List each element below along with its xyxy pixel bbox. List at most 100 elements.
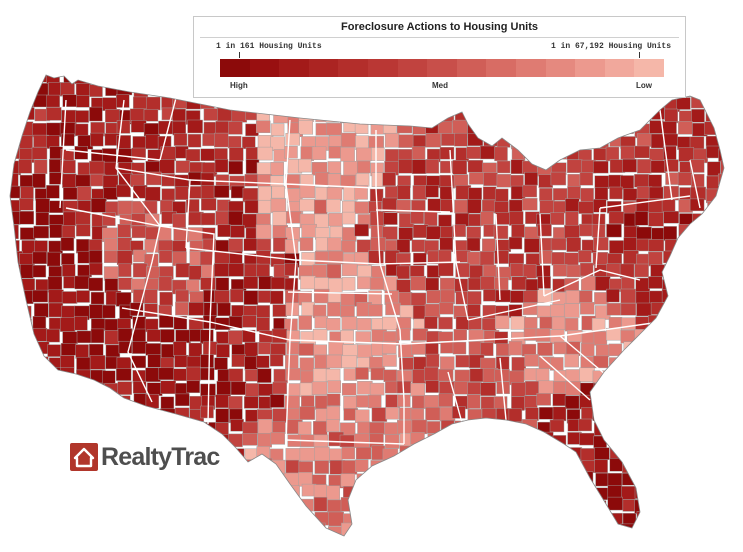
county-cell[interactable] <box>62 539 76 552</box>
county-cell[interactable] <box>665 408 681 423</box>
county-cell[interactable] <box>412 134 427 148</box>
county-cell[interactable] <box>284 277 299 292</box>
county-cell[interactable] <box>593 382 610 396</box>
county-cell[interactable] <box>707 200 721 215</box>
county-cell[interactable] <box>245 146 260 162</box>
county-cell[interactable] <box>160 329 175 343</box>
county-cell[interactable] <box>172 108 186 122</box>
county-cell[interactable] <box>231 523 247 537</box>
county-cell[interactable] <box>90 291 105 305</box>
county-cell[interactable] <box>622 393 637 407</box>
county-cell[interactable] <box>704 367 720 381</box>
county-cell[interactable] <box>355 446 372 460</box>
county-cell[interactable] <box>396 239 411 253</box>
county-cell[interactable] <box>147 537 161 549</box>
county-cell[interactable] <box>258 497 273 511</box>
county-cell[interactable] <box>565 106 579 120</box>
county-cell[interactable] <box>522 107 538 122</box>
county-cell[interactable] <box>522 198 538 211</box>
county-cell[interactable] <box>271 486 285 501</box>
county-cell[interactable] <box>468 513 484 527</box>
county-cell[interactable] <box>214 263 230 277</box>
county-cell[interactable] <box>61 253 75 266</box>
county-cell[interactable] <box>257 470 273 485</box>
county-cell[interactable] <box>621 486 636 500</box>
county-cell[interactable] <box>552 291 567 306</box>
county-cell[interactable] <box>539 200 556 214</box>
county-cell[interactable] <box>524 171 538 186</box>
county-cell[interactable] <box>46 367 61 382</box>
county-cell[interactable] <box>357 512 371 526</box>
county-cell[interactable] <box>606 421 623 437</box>
county-cell[interactable] <box>355 135 369 150</box>
county-cell[interactable] <box>228 368 244 383</box>
county-cell[interactable] <box>384 459 398 474</box>
county-cell[interactable] <box>693 279 708 295</box>
county-cell[interactable] <box>255 120 271 134</box>
county-cell[interactable] <box>341 277 356 291</box>
county-cell[interactable] <box>706 328 723 341</box>
county-cell[interactable] <box>62 331 78 344</box>
county-cell[interactable] <box>341 460 358 475</box>
county-cell[interactable] <box>413 523 427 536</box>
county-cell[interactable] <box>424 303 441 319</box>
county-cell[interactable] <box>200 212 216 226</box>
county-cell[interactable] <box>50 539 64 552</box>
county-cell[interactable] <box>605 146 620 162</box>
county-cell[interactable] <box>132 328 146 344</box>
county-cell[interactable] <box>186 380 200 394</box>
county-cell[interactable] <box>440 340 454 354</box>
county-cell[interactable] <box>689 448 705 462</box>
county-cell[interactable] <box>158 250 173 263</box>
county-cell[interactable] <box>188 342 203 358</box>
county-cell[interactable] <box>215 120 229 134</box>
county-cell[interactable] <box>396 370 413 383</box>
county-cell[interactable] <box>538 407 554 420</box>
county-cell[interactable] <box>719 68 735 83</box>
county-cell[interactable] <box>691 342 705 358</box>
county-cell[interactable] <box>297 421 312 437</box>
county-cell[interactable] <box>244 355 258 371</box>
county-cell[interactable] <box>203 108 220 121</box>
county-cell[interactable] <box>620 145 635 160</box>
county-cell[interactable] <box>508 340 523 356</box>
county-cell[interactable] <box>158 367 175 381</box>
county-cell[interactable] <box>314 171 330 187</box>
county-cell[interactable] <box>705 237 721 250</box>
county-cell[interactable] <box>662 526 678 540</box>
county-cell[interactable] <box>382 226 398 240</box>
county-cell[interactable] <box>579 135 594 148</box>
county-cell[interactable] <box>47 344 61 357</box>
county-cell[interactable] <box>203 121 218 135</box>
county-cell[interactable] <box>565 290 581 304</box>
county-cell[interactable] <box>620 537 635 550</box>
county-cell[interactable] <box>677 356 693 371</box>
county-cell[interactable] <box>33 94 48 108</box>
county-cell[interactable] <box>160 396 175 411</box>
county-cell[interactable] <box>61 483 77 499</box>
county-cell[interactable] <box>216 380 232 396</box>
county-cell[interactable] <box>481 318 497 331</box>
county-cell[interactable] <box>103 69 117 82</box>
county-cell[interactable] <box>592 121 607 135</box>
county-cell[interactable] <box>677 172 693 186</box>
county-cell[interactable] <box>116 184 131 198</box>
county-cell[interactable] <box>343 368 358 381</box>
county-cell[interactable] <box>214 357 228 370</box>
county-cell[interactable] <box>510 499 526 513</box>
county-cell[interactable] <box>371 147 385 161</box>
county-cell[interactable] <box>45 409 61 423</box>
county-cell[interactable] <box>609 525 623 539</box>
county-cell[interactable] <box>634 145 650 159</box>
county-cell[interactable] <box>341 211 356 225</box>
county-cell[interactable] <box>679 381 696 395</box>
county-cell[interactable] <box>494 315 510 330</box>
county-cell[interactable] <box>581 331 596 345</box>
county-cell[interactable] <box>243 396 259 409</box>
county-cell[interactable] <box>173 316 188 330</box>
county-cell[interactable] <box>593 435 607 449</box>
county-cell[interactable] <box>32 432 48 446</box>
county-cell[interactable] <box>607 121 624 136</box>
county-cell[interactable] <box>580 448 596 463</box>
county-cell[interactable] <box>269 394 285 408</box>
